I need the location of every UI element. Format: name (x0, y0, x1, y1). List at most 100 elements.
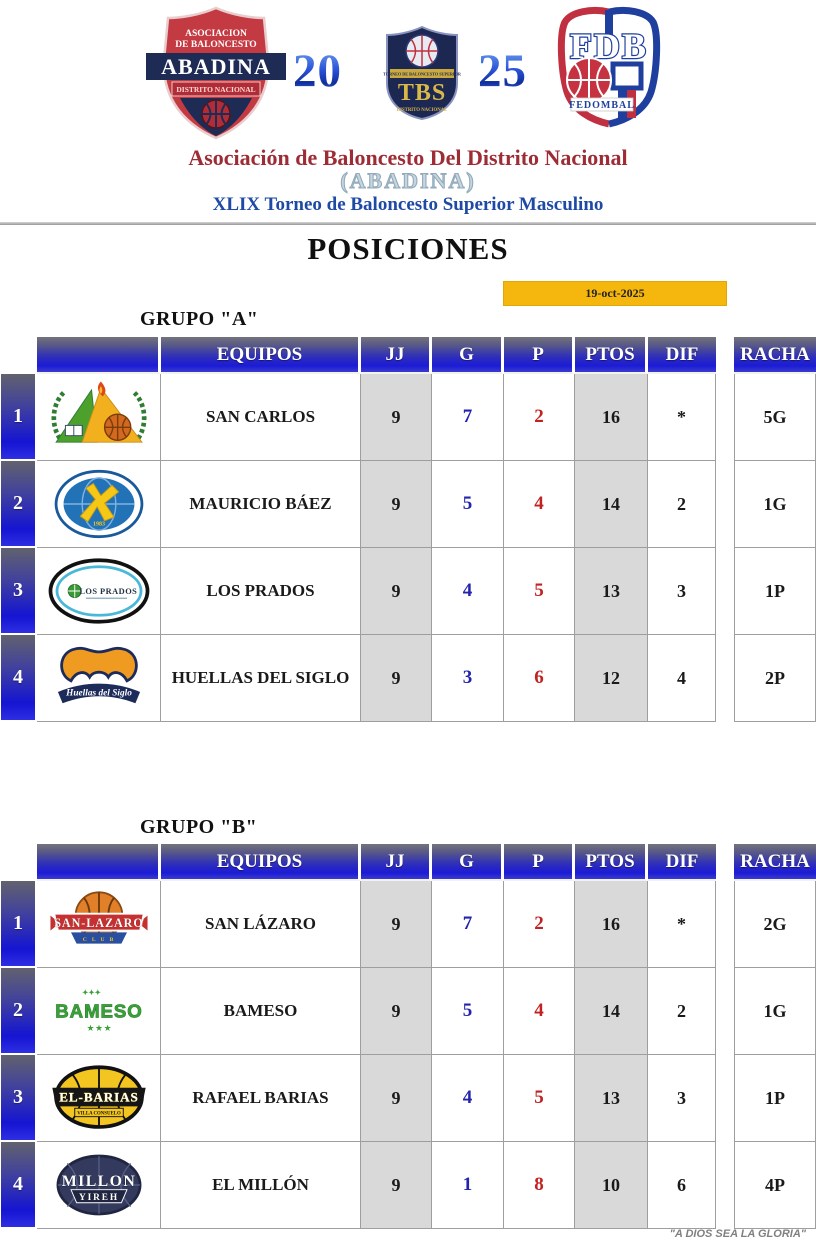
org-abbr: (ABADINA) (340, 167, 476, 193)
dif-cell: 4 (648, 635, 716, 722)
jj-cell: 9 (361, 968, 432, 1055)
column-header-g: G (432, 337, 504, 374)
ptos-cell: 13 (575, 548, 648, 635)
san-carlos-logo (37, 374, 161, 461)
column-header-logo (37, 844, 161, 881)
racha-cell: 4P (734, 1142, 816, 1229)
column-header-p: P (504, 844, 575, 881)
fdb-fedombal-logo: FDB FEDOMBAL (555, 6, 663, 128)
rank-cell: 4 (1, 1142, 37, 1229)
column-header-equipos: EQUIPOS (161, 337, 361, 374)
los-prados-text: LOS PRADOS (79, 587, 137, 596)
rank-cell: 3 (1, 548, 37, 635)
footer-motto: "A DIOS SEA LA GLORIA" (669, 1228, 806, 1240)
column-header-p: P (504, 337, 575, 374)
g-cell: 4 (432, 1055, 504, 1142)
yireh-text: YIREH (79, 1193, 119, 1203)
column-header-equipos: EQUIPOS (161, 844, 361, 881)
rank-cell: 3 (1, 1055, 37, 1142)
g-cell: 4 (432, 548, 504, 635)
team-name-cell: BAMESO (161, 968, 361, 1055)
column-header-dif: DIF (648, 337, 716, 374)
jj-cell: 9 (361, 1055, 432, 1142)
page-title: POSICIONES (307, 231, 509, 266)
p-cell: 6 (504, 635, 575, 722)
p-cell: 5 (504, 548, 575, 635)
team-name-cell: MAURICIO BÁEZ (161, 461, 361, 548)
column-header-racha: RACHA (734, 337, 816, 374)
group-b-label: GRUPO "B" (140, 816, 258, 838)
san-lazaro-banner-text: SAN-LAZARO (54, 916, 144, 930)
column-header-ptos: PTOS (575, 844, 648, 881)
ptos-cell: 12 (575, 635, 648, 722)
ptos-cell: 14 (575, 461, 648, 548)
huellas-del-siglo-logo: Huellas del Siglo (37, 635, 161, 722)
date-badge: 19-oct-2025 (503, 281, 727, 306)
jj-cell: 9 (361, 461, 432, 548)
g-cell: 3 (432, 635, 504, 722)
team-name-cell: RAFAEL BARIAS (161, 1055, 361, 1142)
millon-text: MILLON (61, 1173, 136, 1190)
corner-cell (1, 844, 37, 881)
dif-cell: 3 (648, 548, 716, 635)
column-gap (716, 844, 734, 881)
fdb-bottom-text: FEDOMBAL (569, 100, 635, 111)
dif-cell: 2 (648, 968, 716, 1055)
dif-cell: * (648, 881, 716, 968)
g-cell: 5 (432, 968, 504, 1055)
rank-cell: 1 (1, 881, 37, 968)
jj-cell: 9 (361, 374, 432, 461)
column-header-ptos: PTOS (575, 337, 648, 374)
group-a-label: GRUPO "A" (140, 308, 259, 330)
header-divider (0, 222, 816, 225)
san-lazaro-club-text: C L U B (82, 937, 114, 943)
tbs-logo: TORNEO DE BALONCESTO SUPERIOR TBS DISTRI… (383, 25, 461, 121)
group-a-table: EQUIPOS JJ G P PTOS DIF RACHA 1 SAN CARL… (1, 337, 816, 722)
dif-cell: 6 (648, 1142, 716, 1229)
g-cell: 7 (432, 881, 504, 968)
p-cell: 2 (504, 881, 575, 968)
rank-cell: 2 (1, 461, 37, 548)
dif-cell: 3 (648, 1055, 716, 1142)
tournament-title: XLIX Torneo de Baloncesto Superior Mascu… (212, 194, 604, 215)
svg-text:✦✦✦: ✦✦✦ (82, 988, 101, 997)
org-title: Asociación de Baloncesto Del Distrito Na… (188, 145, 628, 170)
ptos-cell: 14 (575, 968, 648, 1055)
group-b-table: EQUIPOS JJ G P PTOS DIF RACHA 1 SAN-LAZA… (1, 844, 816, 1229)
team-name-cell: SAN CARLOS (161, 374, 361, 461)
column-header-jj: JJ (361, 844, 432, 881)
p-cell: 4 (504, 461, 575, 548)
racha-cell: 5G (734, 374, 816, 461)
el-millon-logo: MILLON YIREH (37, 1142, 161, 1229)
el-barias-logo: EL-BARIAS VILLA CONSUELO (37, 1055, 161, 1142)
abadina-ribbon-text: DISTRITO NACIONAL (176, 85, 255, 94)
jj-cell: 9 (361, 635, 432, 722)
ptos-cell: 13 (575, 1055, 648, 1142)
column-header-racha: RACHA (734, 844, 816, 881)
el-barias-sub-text: VILLA CONSUELO (77, 1111, 121, 1116)
column-header-jj: JJ (361, 337, 432, 374)
g-cell: 1 (432, 1142, 504, 1229)
los-prados-logo: LOS PRADOS (37, 548, 161, 635)
mauricio-baez-year-text: 1983 (92, 521, 104, 527)
jj-cell: 9 (361, 881, 432, 968)
racha-cell: 1P (734, 1055, 816, 1142)
p-cell: 8 (504, 1142, 575, 1229)
racha-cell: 2G (734, 881, 816, 968)
column-header-logo (37, 337, 161, 374)
year-right-text: 25 (478, 45, 527, 97)
abadina-top-text1: ASOCIACION (185, 29, 247, 39)
rank-cell: 4 (1, 635, 37, 722)
huellas-banner-text: Huellas del Siglo (65, 689, 132, 699)
san-lazaro-logo: SAN-LAZARO C L U B (37, 881, 161, 968)
ptos-cell: 10 (575, 1142, 648, 1229)
year-left-text: 20 (293, 45, 342, 97)
p-cell: 5 (504, 1055, 575, 1142)
racha-cell: 1P (734, 548, 816, 635)
bameso-text: BAMESO (55, 1001, 143, 1022)
p-cell: 4 (504, 968, 575, 1055)
team-name-cell: SAN LÁZARO (161, 881, 361, 968)
p-cell: 2 (504, 374, 575, 461)
column-header-dif: DIF (648, 844, 716, 881)
column-header-g: G (432, 844, 504, 881)
